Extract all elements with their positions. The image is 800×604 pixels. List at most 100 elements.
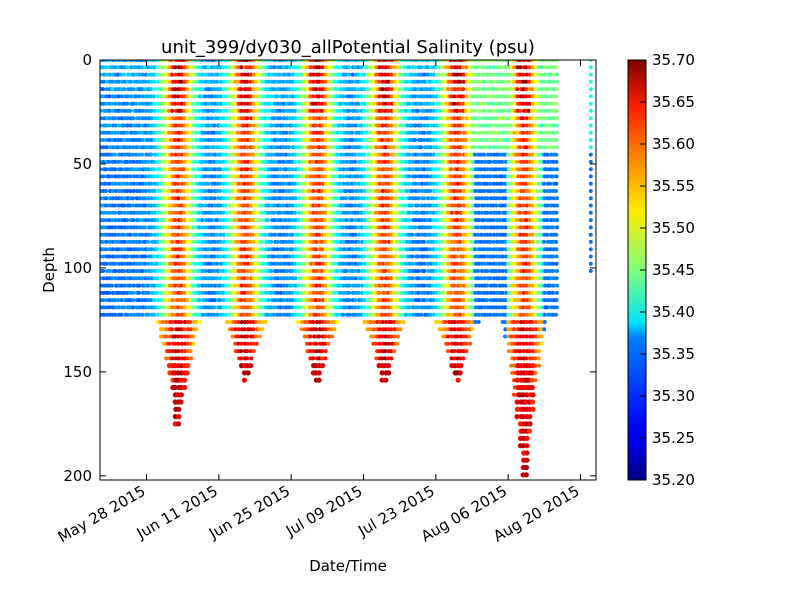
data-point — [320, 196, 324, 201]
data-point — [215, 79, 219, 84]
data-point — [239, 225, 244, 230]
data-point — [203, 298, 208, 303]
data-point — [446, 152, 451, 157]
data-point — [212, 247, 217, 252]
data-point — [137, 210, 142, 215]
data-point — [173, 79, 178, 84]
data-point — [158, 159, 163, 164]
data-point — [104, 247, 109, 252]
data-point — [473, 130, 477, 135]
data-point — [131, 159, 136, 164]
data-point — [233, 232, 238, 237]
data-point — [258, 130, 263, 135]
data-point — [149, 145, 154, 150]
data-point — [350, 239, 355, 244]
data-point — [293, 108, 298, 113]
data-point — [455, 290, 460, 295]
data-point — [284, 218, 289, 223]
data-point — [386, 356, 391, 361]
data-point — [236, 225, 241, 230]
data-point — [467, 305, 472, 310]
data-point — [170, 320, 175, 324]
data-point — [437, 116, 442, 121]
data-point — [129, 65, 134, 70]
data-point — [449, 94, 454, 99]
data-point — [281, 145, 286, 150]
data-point — [416, 254, 421, 259]
data-point — [398, 239, 403, 244]
data-point — [107, 145, 112, 150]
data-point — [180, 349, 184, 354]
data-point — [351, 145, 355, 150]
data-point — [158, 269, 163, 273]
data-point — [104, 189, 109, 193]
data-point — [266, 312, 270, 317]
data-point — [308, 116, 313, 121]
data-point — [458, 232, 463, 237]
data-point — [422, 210, 426, 215]
data-point — [122, 247, 127, 252]
data-point — [446, 196, 451, 201]
data-point — [449, 276, 454, 281]
data-point — [260, 181, 265, 186]
data-point — [275, 283, 280, 288]
data-point — [398, 276, 403, 281]
data-point — [401, 305, 406, 310]
data-point — [236, 116, 241, 121]
data-point — [185, 152, 190, 157]
data-point — [143, 65, 148, 70]
data-point — [168, 247, 172, 252]
data-point — [464, 196, 469, 201]
data-point — [284, 269, 289, 273]
data-point — [455, 269, 460, 273]
data-point — [452, 145, 457, 150]
data-point — [236, 65, 241, 70]
data-point — [411, 101, 415, 106]
data-point — [347, 312, 352, 317]
data-point — [344, 196, 349, 201]
data-point — [321, 298, 325, 303]
data-point — [224, 101, 229, 106]
data-point — [371, 138, 376, 142]
data-point — [263, 138, 268, 142]
data-point — [203, 181, 208, 186]
data-point — [245, 254, 250, 259]
data-point — [338, 145, 343, 150]
data-point — [405, 123, 409, 128]
data-point — [404, 247, 409, 252]
data-point — [428, 232, 432, 237]
data-point — [161, 312, 166, 317]
data-point — [156, 79, 161, 84]
data-point — [305, 72, 310, 77]
data-point — [119, 189, 124, 193]
data-point — [251, 239, 256, 244]
data-point — [233, 210, 238, 215]
data-point — [317, 65, 322, 70]
data-point — [100, 196, 103, 201]
data-point — [326, 174, 331, 179]
data-point — [203, 189, 208, 193]
data-point — [395, 116, 400, 121]
data-point — [380, 159, 385, 164]
data-point — [293, 130, 298, 135]
data-point — [155, 232, 160, 237]
data-point — [339, 269, 343, 273]
data-point — [311, 239, 316, 244]
data-point — [371, 276, 376, 281]
data-point — [122, 210, 127, 215]
data-point — [306, 269, 310, 273]
data-point — [237, 312, 242, 317]
data-point — [410, 232, 415, 237]
data-point — [140, 276, 144, 281]
data-point — [146, 232, 151, 237]
data-point — [135, 189, 139, 193]
data-point — [389, 327, 394, 332]
data-point — [362, 167, 367, 172]
data-point — [449, 312, 454, 317]
data-point — [100, 261, 103, 266]
data-point — [311, 72, 316, 77]
data-point — [338, 283, 343, 288]
data-point — [120, 116, 124, 121]
data-point — [254, 152, 259, 157]
